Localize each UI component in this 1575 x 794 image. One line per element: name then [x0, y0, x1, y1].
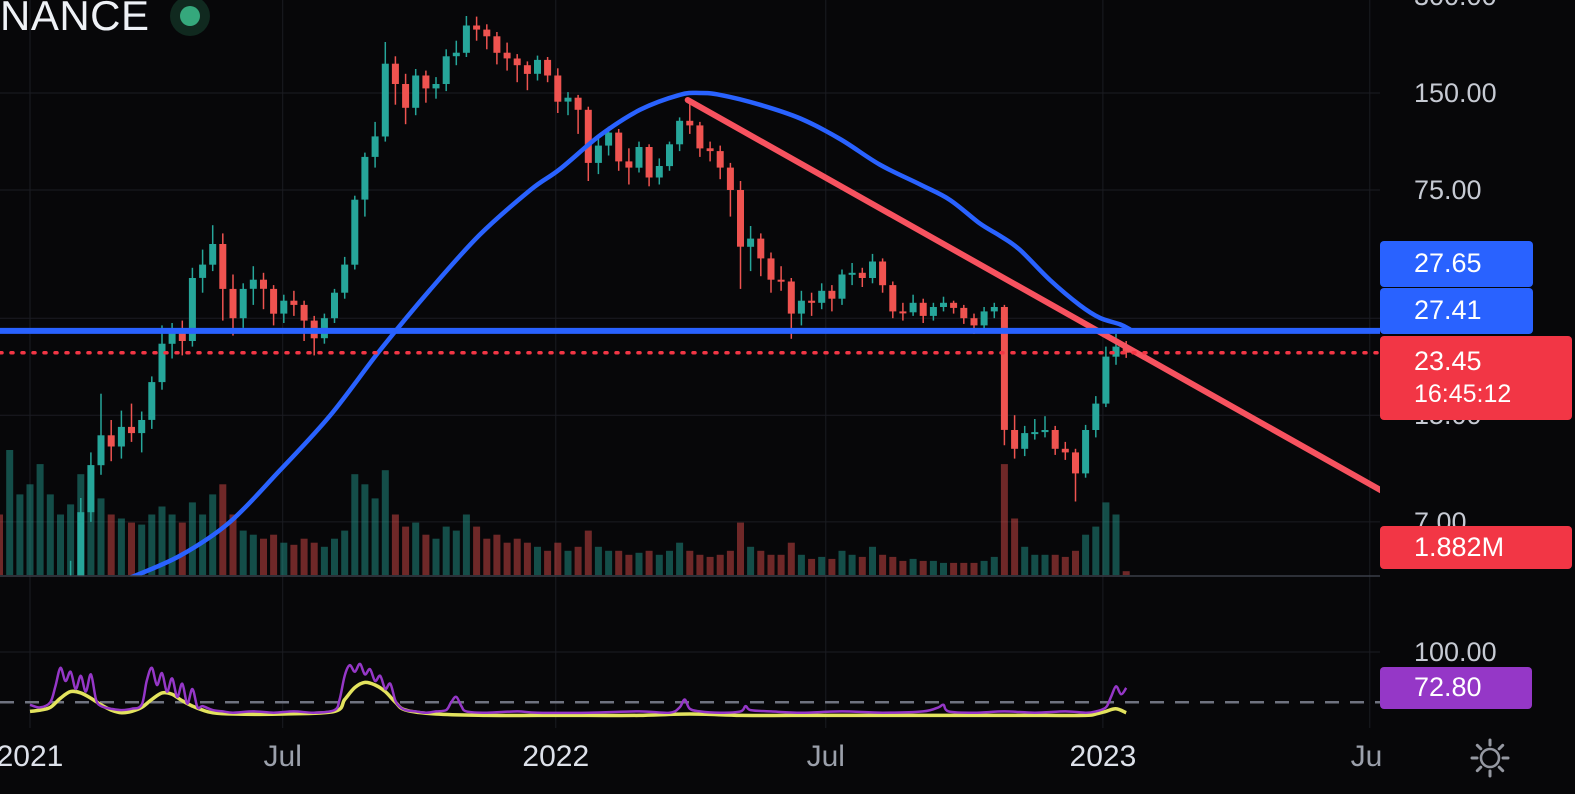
volume-series [0, 450, 1130, 575]
price-axis-label: 300.00 [1414, 0, 1497, 13]
time-axis[interactable]: 2021 Jul 2022 Jul 2023 Jul [0, 728, 1575, 794]
ma-line[interactable] [128, 90, 1133, 578]
price-axis-label: 75.00 [1414, 175, 1482, 205]
price-axis[interactable]: 300.00150.0075.0015.007.00100.0027.6527.… [1380, 0, 1575, 728]
price-axis-label: 100.00 [1414, 637, 1497, 667]
time-axis-label: Jul [263, 740, 302, 773]
symbol-header[interactable]: NANCE [0, 0, 210, 40]
trend-line-drawing[interactable] [684, 97, 1383, 494]
market-status-dot-inner [179, 6, 200, 26]
volume-value-badge: 1.882M [1380, 526, 1572, 569]
last-price-badge: 23.45 16:45:12 [1380, 335, 1572, 420]
price-axis-label: 150.00 [1414, 78, 1497, 108]
time-axis-label: 2021 [0, 740, 64, 773]
symbol-name: NANCE [0, 0, 150, 39]
time-axis-label: Jul [806, 740, 845, 773]
time-axis-label: Jul [1350, 740, 1383, 773]
hline-price-badge: 27.41 [1380, 287, 1533, 334]
indicator-purple-line [29, 662, 1128, 715]
ma-value-badge: 27.65 [1380, 240, 1533, 287]
indicator-pane [0, 662, 1380, 718]
time-axis-label: 2022 [522, 740, 590, 773]
time-axis-label: 2023 [1069, 740, 1137, 773]
candles-series [69, 16, 1130, 576]
axis-settings-icon[interactable] [1468, 736, 1512, 780]
indicator-value-badge: 72.80 [1380, 666, 1532, 709]
time-axis-labels: 2021 Jul 2022 Jul 2023 Jul [0, 728, 1383, 794]
market-status-dot [169, 0, 210, 36]
